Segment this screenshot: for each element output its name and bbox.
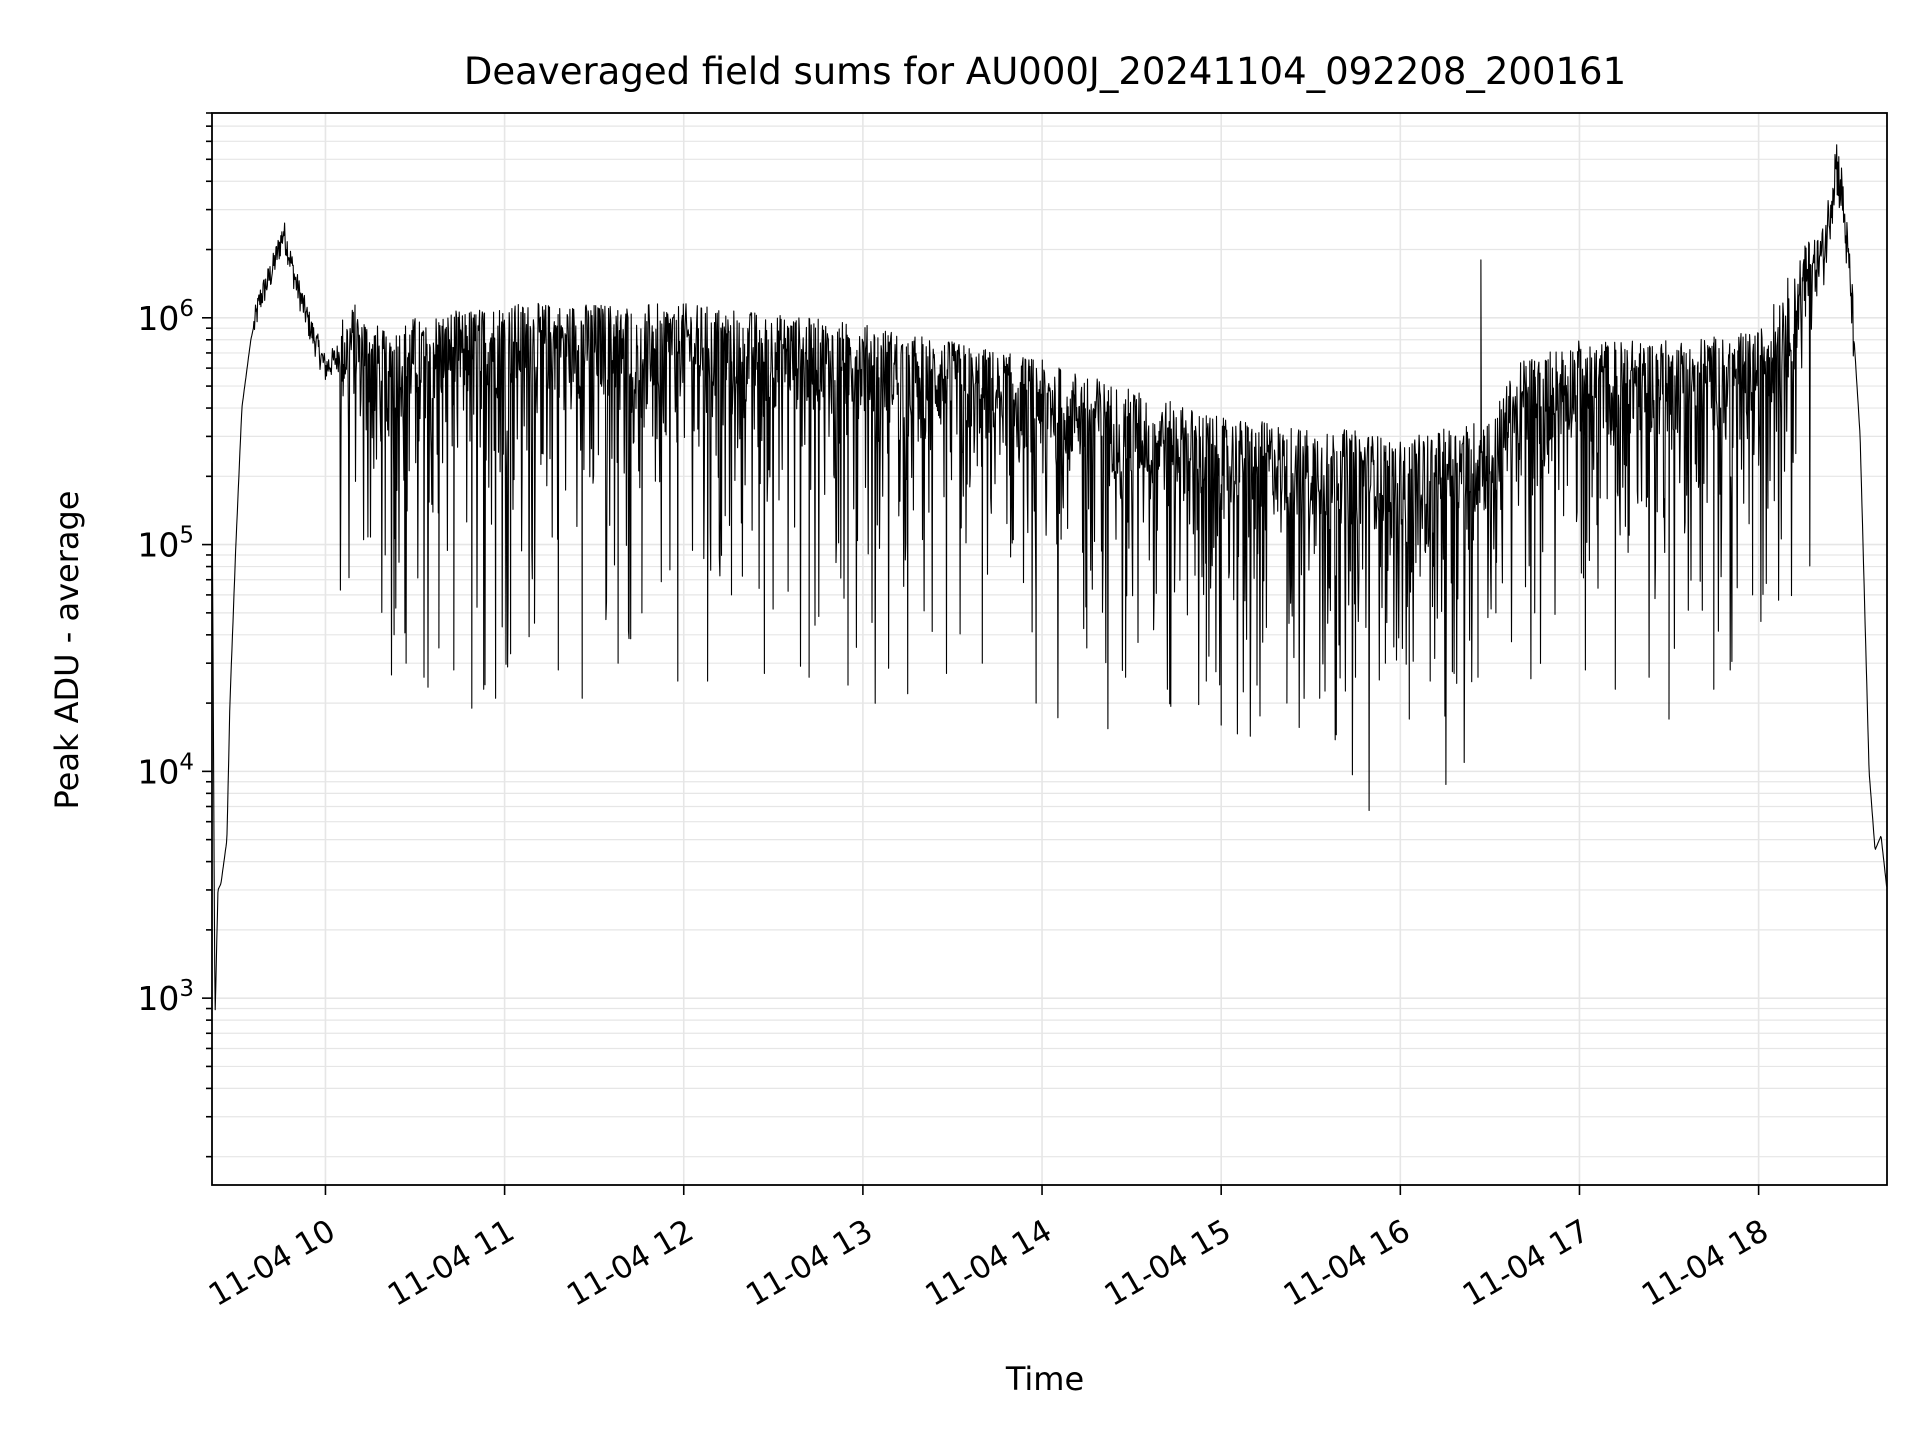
y-axis: 103 104 105 106 bbox=[137, 112, 212, 1158]
plot-area bbox=[211, 144, 1888, 1011]
series-line bbox=[211, 144, 1888, 1011]
chart-title: Deaveraged field sums for AU000J_2024110… bbox=[464, 50, 1626, 93]
y-tick-label: 103 bbox=[137, 976, 194, 1018]
y-tick-label: 104 bbox=[137, 749, 194, 791]
y-axis-label: Peak ADU - average bbox=[48, 491, 86, 810]
axes-frame bbox=[211, 112, 1888, 1186]
y-tick-label: 106 bbox=[137, 296, 194, 338]
x-axis-label: Time bbox=[1005, 1360, 1084, 1398]
y-tick-label: 105 bbox=[137, 523, 194, 565]
grid-lines bbox=[212, 112, 1887, 1185]
